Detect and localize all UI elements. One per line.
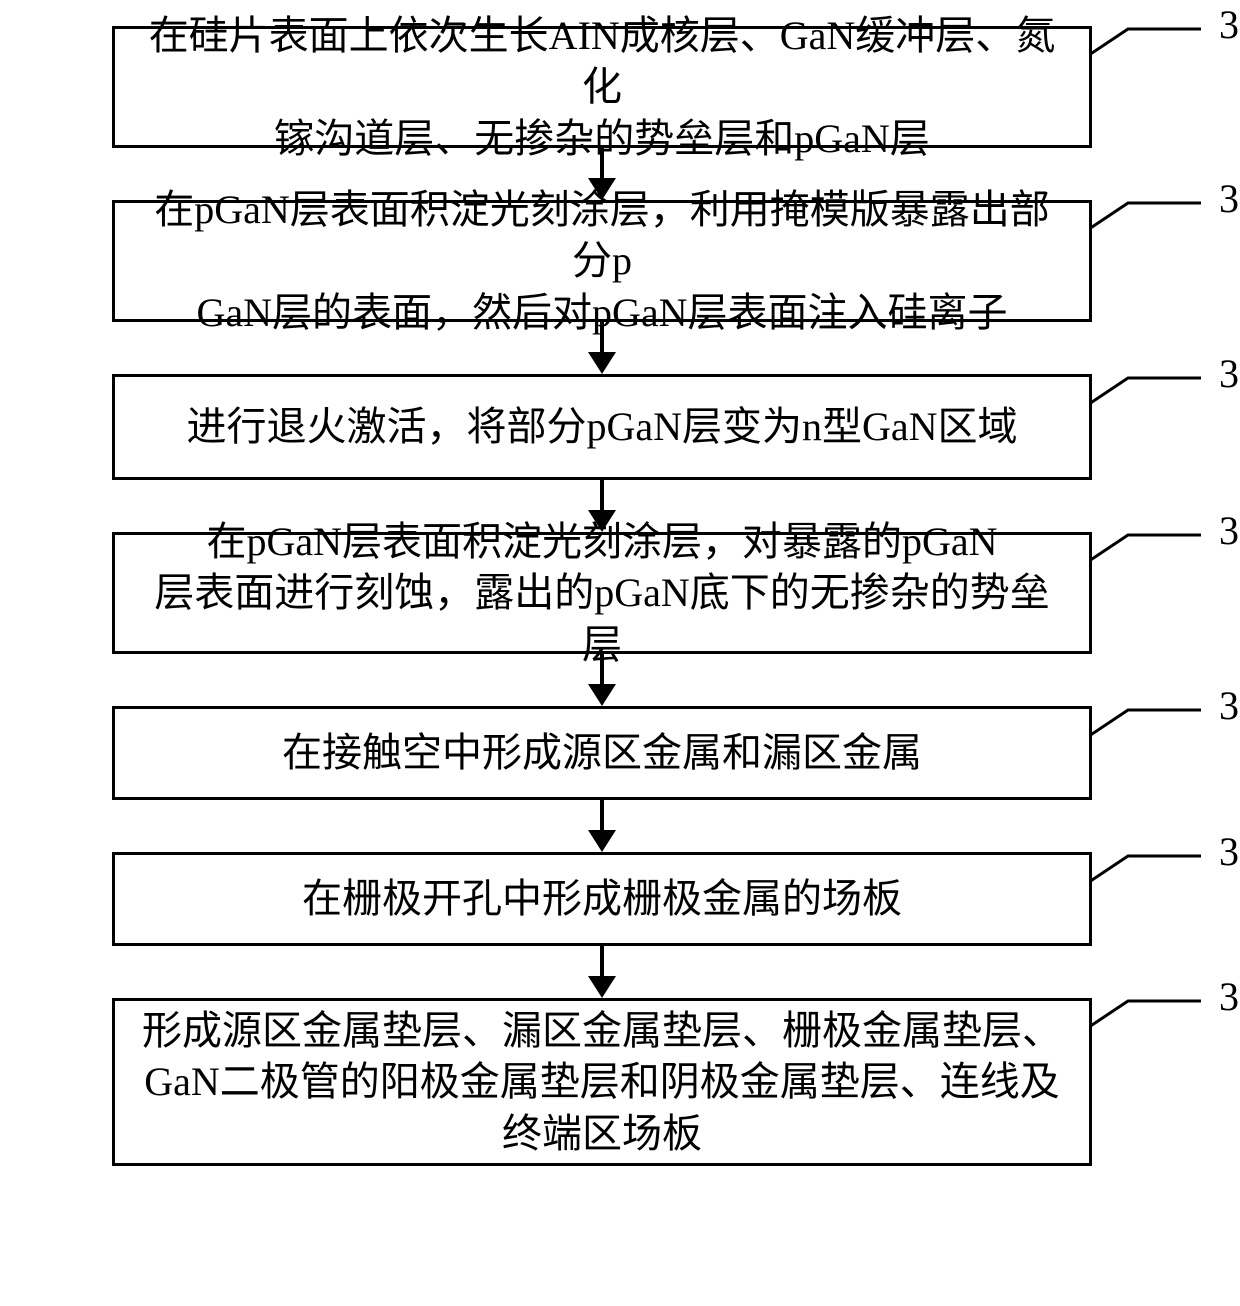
callout-leader xyxy=(1089,376,1205,406)
arrow-shaft xyxy=(600,480,604,510)
flowchart-step-text: 在pGaN层表面积淀光刻涂层，对暴露的pGaN 层表面进行刻蚀，露出的pGaN底… xyxy=(139,516,1065,670)
callout-leader xyxy=(1089,27,1205,57)
flowchart-step-301: 在硅片表面上依次生长AIN成核层、GaN缓冲层、氮化 镓沟道层、无掺杂的势垒层和… xyxy=(112,26,1092,148)
arrow-head-icon xyxy=(588,830,616,852)
arrow-head-icon xyxy=(588,684,616,706)
flowchart-step-306: 在栅极开孔中形成栅极金属的场板306 xyxy=(112,852,1092,946)
flow-arrow xyxy=(588,800,616,852)
callout-leader xyxy=(1089,201,1205,231)
callout-leader xyxy=(1089,708,1205,738)
flowchart-step-302: 在pGaN层表面积淀光刻涂层，利用掩模版暴露出部分p GaN层的表面，然后对pG… xyxy=(112,200,1092,322)
callout-label: 307 xyxy=(1219,973,1240,1020)
flowchart-step-text: 进行退火激活，将部分pGaN层变为n型GaN区域 xyxy=(186,401,1017,452)
callout-leader xyxy=(1089,854,1205,884)
callout-label: 304 xyxy=(1219,507,1240,554)
callout-label: 305 xyxy=(1219,682,1240,729)
flowchart-column: 在硅片表面上依次生长AIN成核层、GaN缓冲层、氮化 镓沟道层、无掺杂的势垒层和… xyxy=(52,26,1152,1166)
arrow-shaft xyxy=(600,800,604,830)
callout-label: 302 xyxy=(1219,175,1240,222)
flowchart-step-307: 形成源区金属垫层、漏区金属垫层、栅极金属垫层、 GaN二极管的阳极金属垫层和阴极… xyxy=(112,998,1092,1166)
flowchart-step-text: 在pGaN层表面积淀光刻涂层，利用掩模版暴露出部分p GaN层的表面，然后对pG… xyxy=(139,184,1065,338)
flowchart-step-text: 在栅极开孔中形成栅极金属的场板 xyxy=(302,873,902,924)
flowchart-step-text: 在硅片表面上依次生长AIN成核层、GaN缓冲层、氮化 镓沟道层、无掺杂的势垒层和… xyxy=(139,10,1065,164)
flowchart-step-text: 形成源区金属垫层、漏区金属垫层、栅极金属垫层、 GaN二极管的阳极金属垫层和阴极… xyxy=(142,1005,1062,1159)
flow-arrow xyxy=(588,946,616,998)
arrow-head-icon xyxy=(588,352,616,374)
arrow-head-icon xyxy=(588,976,616,998)
flowchart-step-305: 在接触空中形成源区金属和漏区金属305 xyxy=(112,706,1092,800)
callout-label: 303 xyxy=(1219,350,1240,397)
callout-leader xyxy=(1089,999,1205,1029)
callout-leader xyxy=(1089,533,1205,563)
callout-label: 301 xyxy=(1219,1,1240,48)
flowchart-step-303: 进行退火激活，将部分pGaN层变为n型GaN区域303 xyxy=(112,374,1092,480)
callout-label: 306 xyxy=(1219,828,1240,875)
flowchart-step-text: 在接触空中形成源区金属和漏区金属 xyxy=(282,727,922,778)
flowchart-step-304: 在pGaN层表面积淀光刻涂层，对暴露的pGaN 层表面进行刻蚀，露出的pGaN底… xyxy=(112,532,1092,654)
arrow-shaft xyxy=(600,946,604,976)
